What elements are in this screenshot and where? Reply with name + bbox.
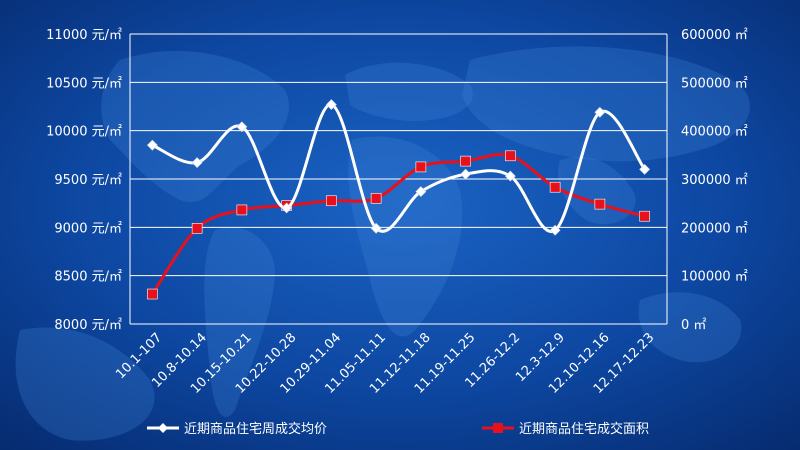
data-point-price [191,157,203,168]
legend-marker-price [158,423,168,433]
y-left-tick-label: 8500 元/㎡ [54,270,122,285]
y-right-tick-label: 200000 ㎡ [681,221,748,236]
data-point-area [326,195,337,207]
data-point-price [415,186,427,197]
legend-marker-area [493,423,503,433]
data-point-area [505,150,516,162]
data-point-area [639,210,650,222]
data-point-price [460,168,472,180]
data-point-area [460,155,471,167]
y-right-tick-label: 300000 ㎡ [681,173,748,188]
y-right-tick-label: 0 ㎡ [681,318,706,333]
y-right-tick-label: 400000 ㎡ [681,125,748,140]
data-point-area [147,288,158,300]
y-left-tick-label: 8000 元/㎡ [54,318,122,333]
data-point-area [594,198,606,210]
data-point-price [146,139,158,151]
data-point-price [325,99,337,110]
y-right-tick-label: 100000 ㎡ [681,270,748,285]
y-left-tick-label: 10000 元/㎡ [46,125,122,140]
y-left-tick-label: 11000 元/㎡ [46,28,122,43]
data-point-price [639,163,651,175]
y-right-tick-label: 500000 ㎡ [681,76,748,91]
data-point-area [236,204,248,216]
data-point-price [281,202,293,214]
y-left-tick-label: 10500 元/㎡ [46,76,122,91]
data-point-area [191,223,203,234]
y-left-tick-label: 9000 元/㎡ [54,221,122,236]
data-point-price [504,170,516,182]
data-point-area [415,161,427,173]
data-point-area [370,193,382,204]
legend-label-area: 近期商品住宅成交面积 [519,421,649,437]
data-point-price [370,222,382,234]
data-point-price [549,224,561,236]
data-point-price [236,121,248,133]
data-point-price [594,106,606,118]
legend-label-price: 近期商品住宅周成交均价 [184,421,327,437]
data-point-area [549,181,561,193]
y-left-tick-label: 9500 元/㎡ [54,173,122,188]
y-right-tick-label: 600000 ㎡ [681,28,748,43]
